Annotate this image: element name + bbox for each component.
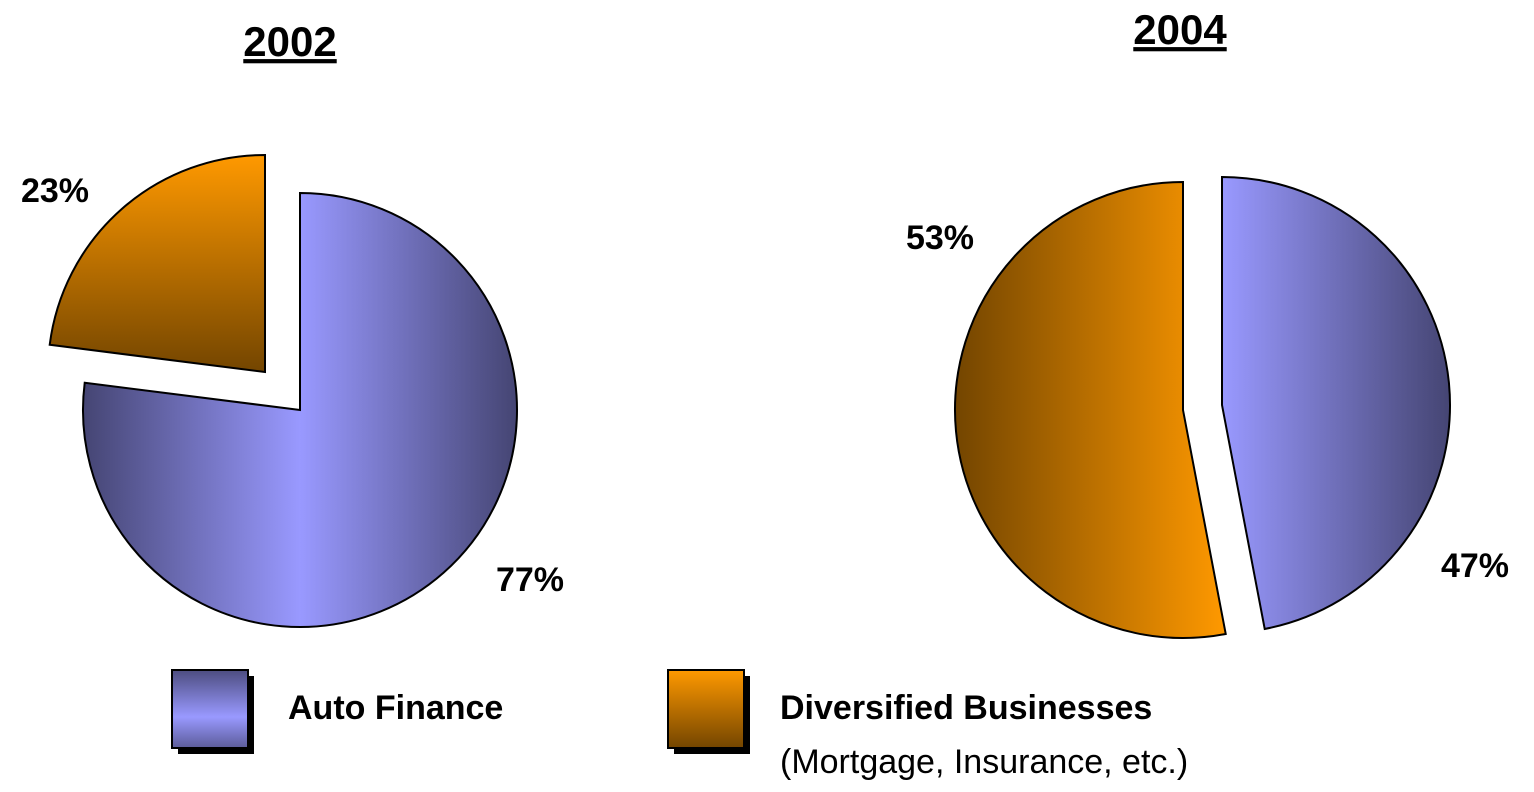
legend-swatch	[171, 669, 249, 749]
legend: Auto Finance Diversified Businesses (Mor…	[171, 669, 1188, 781]
data-label: 77%	[496, 561, 564, 599]
data-label: 53%	[906, 219, 974, 257]
chart-title: 2004	[1133, 6, 1227, 53]
data-label: 23%	[21, 172, 89, 210]
legend-swatch	[667, 669, 745, 749]
legend-label: Diversified Businesses	[780, 689, 1152, 727]
chart-title: 2002	[243, 18, 336, 65]
legend-note: (Mortgage, Insurance, etc.)	[780, 743, 1188, 781]
data-label: 47%	[1441, 547, 1509, 585]
pie-slice	[954, 180, 1227, 639]
pie-slice	[48, 153, 266, 374]
pie-slice	[1221, 175, 1451, 631]
pie-slice	[82, 191, 518, 628]
legend-label: Auto Finance	[288, 689, 503, 727]
